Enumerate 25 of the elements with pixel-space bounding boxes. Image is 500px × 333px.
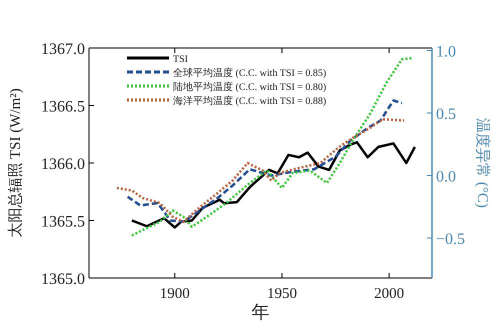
legend-item: 陆地平均温度 (C.C. with TSI = 0.80) (127, 82, 326, 93)
y-tick-label: 1366.5 (41, 98, 85, 116)
legend-label: 海洋平均温度 (C.C. with TSI = 0.88) (173, 95, 326, 107)
legend-item: TSI (127, 54, 188, 65)
y2-axis-title: 温度异常 (°C) (474, 118, 491, 208)
y2-tick-label: 1.0 (436, 44, 456, 60)
y2-tick-label: 0.0 (436, 168, 456, 186)
x-tick-label: 1900 (160, 286, 190, 302)
y-tick-label: 1367.0 (41, 41, 85, 58)
x-tick-label: 1950 (266, 286, 297, 302)
y-tick-label: 1365.5 (41, 214, 85, 230)
y-tick-label: 1365.0 (41, 271, 85, 288)
x-tick-label: 2000 (374, 286, 404, 302)
y-tick-label: 1366.0 (41, 156, 85, 173)
legend-label: 陆地平均温度 (C.C. with TSI = 0.80) (173, 81, 326, 93)
legend-label: TSI (173, 54, 188, 65)
line-series (116, 118, 406, 223)
legend-item: 海洋平均温度 (C.C. with TSI = 0.88) (127, 96, 326, 107)
y2-tick-label: −0.5 (436, 231, 466, 248)
line-series (130, 56, 414, 237)
legend-label: 全球平均温度 (C.C. with TSI = 0.85) (173, 67, 326, 79)
y-axis-title: 太阳总辐照 TSI (W/m²) (7, 88, 24, 238)
legend-item: 全球平均温度 (C.C. with TSI = 0.85) (127, 68, 326, 79)
y2-tick-label: 0.5 (436, 106, 456, 123)
x-axis-title: 年 (252, 302, 270, 322)
